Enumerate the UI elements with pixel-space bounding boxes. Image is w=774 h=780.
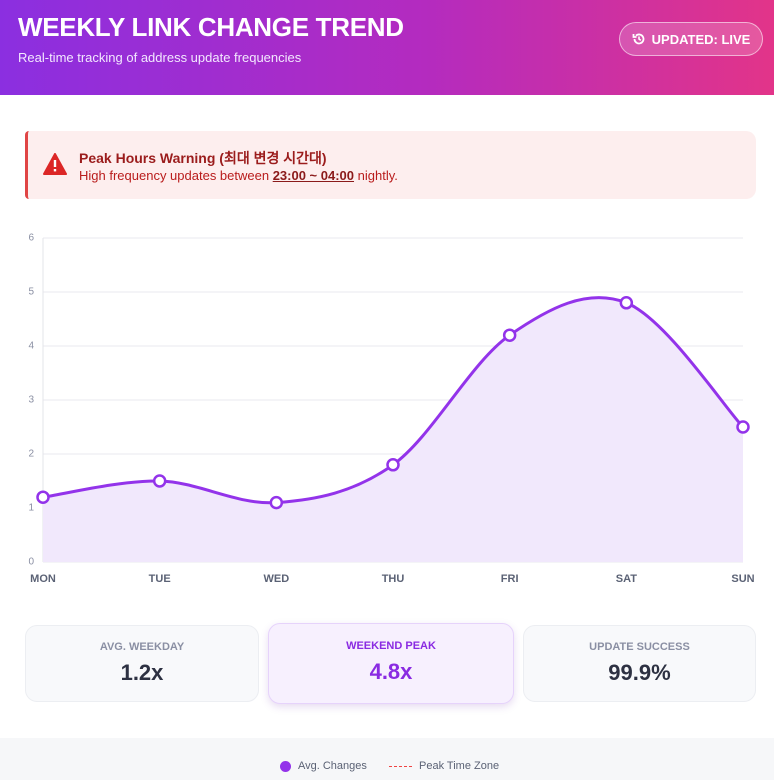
stat-card: WEEKEND PEAK 4.8x [268, 623, 514, 704]
stat-label: UPDATE SUCCESS [589, 641, 690, 653]
legend-label: Peak Time Zone [419, 760, 500, 772]
history-icon [632, 33, 645, 45]
title: WEEKLY LINK CHANGE TREND [18, 12, 404, 42]
data-point [152, 474, 167, 488]
data-point [386, 458, 400, 472]
x-tick-label: SUN [731, 573, 754, 585]
footer: Avg. Changes Peak Time Zone [0, 738, 774, 780]
x-tick-label: THU [382, 573, 405, 585]
x-tick-label: SAT [616, 573, 637, 585]
warning-time-range: 23:00 ~ 04:00 [272, 168, 355, 183]
header: WEEKLY LINK CHANGE TREND Real-time track… [0, 0, 774, 95]
stat-value: 1.2x [120, 660, 164, 685]
stat-value: 99.9% [608, 660, 671, 685]
data-point [736, 420, 750, 434]
warning-box: Peak Hours Warning (최대 변경 시간대) High freq… [25, 131, 756, 199]
legend-label: Avg. Changes [298, 760, 367, 772]
status-button[interactable]: UPDATED: LIVE [619, 22, 763, 56]
y-tick-label: 4 [28, 341, 34, 352]
data-point [36, 490, 50, 504]
data-point [502, 328, 517, 342]
stat-card: AVG. WEEKDAY 1.2x [25, 625, 259, 702]
data-point [269, 495, 284, 510]
data-point [619, 296, 634, 310]
y-tick-label: 6 [28, 233, 34, 244]
warning-text-after: nightly. [354, 168, 398, 183]
stat-card: UPDATE SUCCESS 99.9% [523, 625, 756, 702]
warning-text-before: High frequency updates between [79, 168, 273, 183]
stat-label: AVG. WEEKDAY [99, 641, 185, 653]
warning-title: Peak Hours Warning (최대 변경 시간대) [79, 150, 327, 166]
x-tick-label: WED [263, 573, 289, 585]
y-tick-label: 5 [28, 287, 34, 298]
x-tick-label: TUE [149, 573, 171, 585]
legend-item[interactable]: Avg. Changes [280, 760, 367, 772]
x-tick-label: FRI [501, 573, 519, 585]
y-tick-label: 0 [28, 557, 34, 568]
status-text: UPDATED: LIVE [651, 31, 751, 47]
legend-item[interactable]: Peak Time Zone [389, 760, 499, 772]
warning-icon [43, 153, 67, 175]
subtitle: Real-time tracking of address update fre… [18, 50, 302, 65]
y-tick-label: 1 [28, 503, 34, 514]
legend-swatch [280, 760, 291, 772]
stat-value: 4.8x [369, 659, 413, 684]
y-tick-label: 3 [28, 395, 34, 406]
stat-label: WEEKEND PEAK [346, 640, 436, 652]
warning-text: High frequency updates between 23:00 ~ 0… [79, 168, 398, 183]
area [43, 297, 743, 562]
chart: 0 1 2 3 4 5 6 MON TUE WED THU FRI SAT SUN [28, 233, 754, 585]
y-tick-label: 2 [28, 449, 34, 460]
x-tick-label: MON [30, 573, 56, 585]
legend-swatch [389, 765, 412, 767]
